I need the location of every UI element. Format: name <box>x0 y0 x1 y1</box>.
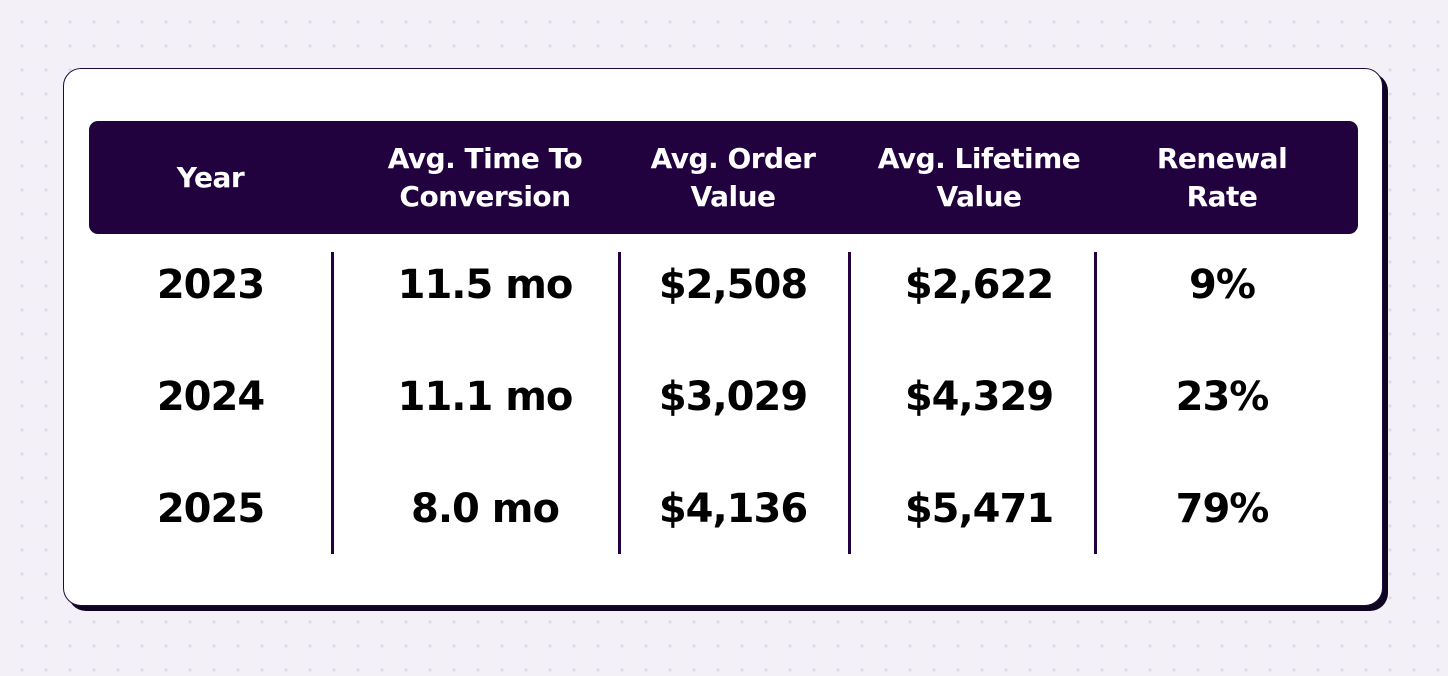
cell-year: 2025 <box>156 486 265 532</box>
header-order-value-line-2: Value <box>690 179 776 213</box>
column-divider <box>331 252 334 554</box>
header-time-to-conversion-line-1: Avg. Time To <box>387 141 583 175</box>
table-row: 2025 8.0 mo $4,136 $5,471 79% <box>89 476 1358 588</box>
cell-renewal-rate: 79% <box>1175 486 1270 532</box>
header-order-value: Avg. Order Value <box>619 121 847 234</box>
cell-lifetime-value: $2,622 <box>904 262 1054 308</box>
table-row: 2023 11.5 mo $2,508 $2,622 9% <box>89 252 1358 364</box>
header-renewal-rate-line-1: Renewal <box>1156 141 1288 175</box>
header-time-to-conversion: Avg. Time To Conversion <box>332 121 638 234</box>
cell-renewal-rate: 23% <box>1175 374 1270 420</box>
cell-time-to-conversion: 11.5 mo <box>397 262 574 308</box>
table-row: 2024 11.1 mo $3,029 $4,329 23% <box>89 364 1358 476</box>
header-time-to-conversion-line-2: Conversion <box>399 179 571 213</box>
header-year: Year <box>89 121 332 234</box>
cell-order-value: $4,136 <box>658 486 808 532</box>
cell-order-value: $3,029 <box>658 374 808 420</box>
table-card: Year Avg. Time To Conversion Avg. Order … <box>63 68 1383 606</box>
cell-order-value: $2,508 <box>658 262 808 308</box>
cell-year: 2024 <box>156 374 265 420</box>
header-renewal-rate-line-2: Rate <box>1186 179 1258 213</box>
header-year-line-1: Year <box>176 160 245 194</box>
data-table: Year Avg. Time To Conversion Avg. Order … <box>89 121 1358 572</box>
column-divider <box>618 252 621 554</box>
header-order-value-line-1: Avg. Order <box>650 141 816 175</box>
cell-time-to-conversion: 11.1 mo <box>397 374 574 420</box>
table-body: 2023 11.5 mo $2,508 $2,622 9% 2024 11.1 … <box>89 252 1358 572</box>
column-divider <box>848 252 851 554</box>
header-renewal-rate: Renewal Rate <box>1097 121 1347 234</box>
cell-renewal-rate: 9% <box>1189 262 1256 308</box>
column-divider <box>1094 252 1097 554</box>
header-lifetime-value: Avg. Lifetime Value <box>849 121 1109 234</box>
header-lifetime-value-line-1: Avg. Lifetime <box>877 141 1081 175</box>
cell-year: 2023 <box>156 262 265 308</box>
cell-lifetime-value: $4,329 <box>904 374 1054 420</box>
header-lifetime-value-line-2: Value <box>936 179 1022 213</box>
cell-lifetime-value: $5,471 <box>904 486 1054 532</box>
cell-time-to-conversion: 8.0 mo <box>411 486 560 532</box>
table-header: Year Avg. Time To Conversion Avg. Order … <box>89 121 1358 234</box>
